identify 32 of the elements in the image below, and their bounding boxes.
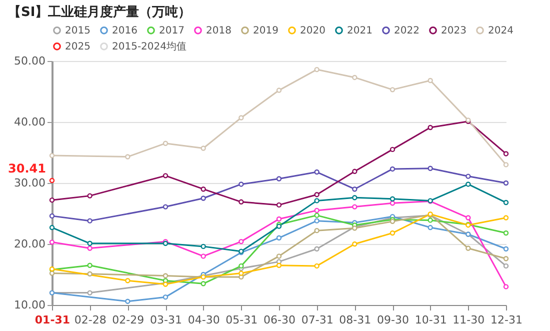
legend-label: 2023 xyxy=(441,25,466,36)
x-tick-label: 11-30 xyxy=(452,314,485,326)
y-tick-label: 20.00 xyxy=(14,238,46,250)
legend-label: 2017 xyxy=(159,25,184,36)
x-tick-label: 02-29 xyxy=(112,314,144,326)
legend-label: 2015 xyxy=(65,25,90,36)
x-tick-label: 09-30 xyxy=(377,314,409,326)
legend-label: 2018 xyxy=(206,25,232,36)
y-tick-label: 40.00 xyxy=(14,116,46,128)
x-tick-label: 07-31 xyxy=(301,314,334,326)
legend-label: 2021 xyxy=(347,25,372,36)
x-tick-label: 10-31 xyxy=(414,314,447,326)
legend-label: 2015-2024均值 xyxy=(112,40,187,52)
legend-label: 2020 xyxy=(300,25,326,36)
x-tick-label: 02-28 xyxy=(74,314,106,326)
legend-label: 2019 xyxy=(253,25,278,36)
x-tick-label: 12-31 xyxy=(490,314,522,326)
legend-label: 2016 xyxy=(112,25,138,36)
x-tick-label: 03-31 xyxy=(150,314,182,326)
legend-label: 2025 xyxy=(65,41,90,52)
x-tick-label: 05-31 xyxy=(226,314,258,326)
legend-label: 2022 xyxy=(394,25,420,36)
x-tick-label: 04-30 xyxy=(188,314,220,326)
y-tick-label: 10.00 xyxy=(14,298,46,312)
x-tick-label: 08-31 xyxy=(339,314,372,326)
legend-label: 2024 xyxy=(488,25,514,36)
chart-title: 【SI】工业硅月度产量（万吨） xyxy=(8,4,192,20)
y-tick-label: 30.00 xyxy=(14,176,46,190)
x-tick-label: 06-30 xyxy=(264,314,296,326)
y-tick-label: 50.00 xyxy=(14,54,46,68)
data-label: 30.41 xyxy=(8,162,46,176)
x-tick-label: 01-31 xyxy=(34,314,70,326)
